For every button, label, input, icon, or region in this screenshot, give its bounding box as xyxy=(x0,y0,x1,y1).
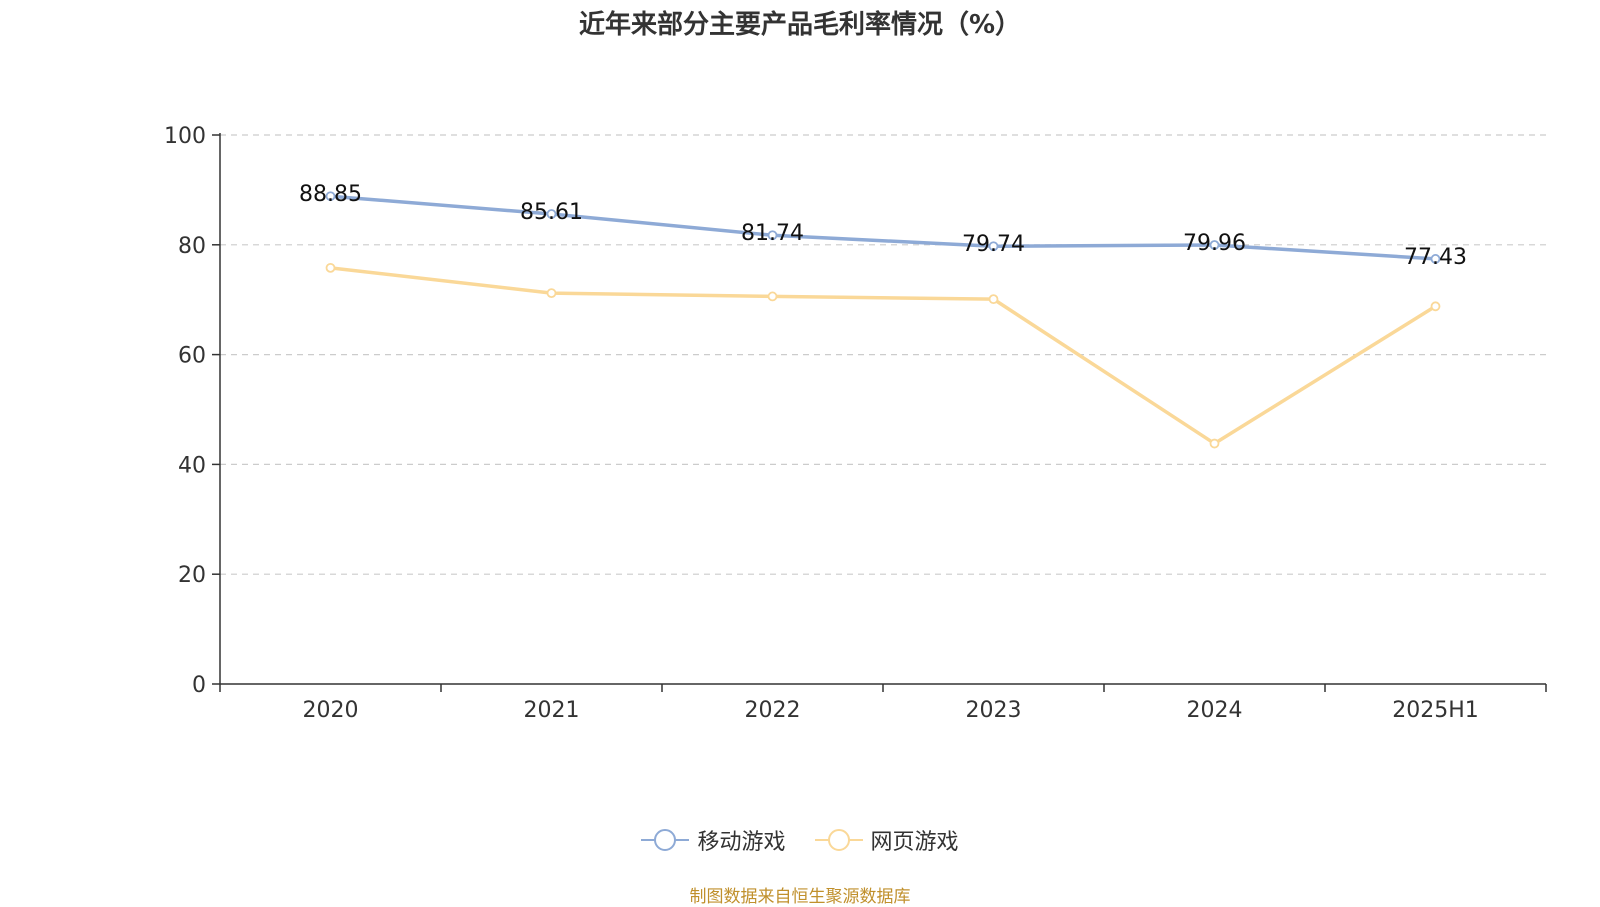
series-line-1 xyxy=(328,266,1438,446)
data-label: 77.43 xyxy=(1404,245,1467,270)
legend-marker-mobile-icon xyxy=(641,829,690,851)
x-tick-label: 2025H1 xyxy=(1392,698,1479,723)
x-tick-label: 2021 xyxy=(524,698,580,723)
data-label: 79.96 xyxy=(1183,231,1246,256)
axes xyxy=(219,133,1546,685)
legend-label-mobile: 移动游戏 xyxy=(697,830,786,855)
legend-marker-web-icon xyxy=(814,829,863,851)
y-tick-label: 40 xyxy=(178,453,206,478)
y-tick-label: 0 xyxy=(192,673,206,698)
y-tick-label: 100 xyxy=(164,124,206,149)
data-point-0 xyxy=(767,230,778,241)
x-tick-label: 2022 xyxy=(745,698,801,723)
legend-item-mobile[interactable]: 移动游戏 xyxy=(641,824,785,856)
data-point-1 xyxy=(767,291,778,302)
data-point-1 xyxy=(1209,438,1220,449)
data-point-0 xyxy=(1209,240,1220,250)
series-group xyxy=(325,191,1441,449)
y-axis-ticks: 0 20 40 60 80 100 xyxy=(164,124,220,698)
data-label: 88.85 xyxy=(299,182,362,207)
data-point-0 xyxy=(546,209,557,219)
data-label: 81.74 xyxy=(741,221,804,246)
data-label: 79.74 xyxy=(962,232,1025,257)
data-point-0 xyxy=(325,191,336,202)
x-tick-label: 2020 xyxy=(303,698,359,723)
data-point-1 xyxy=(546,288,557,299)
legend-label-web: 网页游戏 xyxy=(870,830,959,855)
data-point-0 xyxy=(1430,254,1441,264)
data-point-1 xyxy=(988,294,999,305)
legend-item-web[interactable]: 网页游戏 xyxy=(814,824,959,856)
x-tick-label: 2024 xyxy=(1187,698,1243,723)
gridlines xyxy=(220,134,1546,575)
data-point-1 xyxy=(1430,301,1441,312)
y-tick-label: 80 xyxy=(178,234,206,259)
chart-title: 近年来部分主要产品毛利率情况（%） xyxy=(578,10,1022,40)
data-point-1 xyxy=(325,262,336,273)
series-line-0 xyxy=(328,194,1438,261)
data-labels: 88.85 85.61 81.74 79.74 79.96 77.43 xyxy=(299,182,1467,270)
data-label: 85.61 xyxy=(520,200,583,225)
legend: 移动游戏 网页游戏 xyxy=(0,824,1600,856)
y-tick-label: 60 xyxy=(178,344,206,369)
data-point-0 xyxy=(988,241,999,252)
x-tick-label: 2023 xyxy=(966,698,1022,723)
y-tick-label: 20 xyxy=(178,563,206,588)
source-note: 制图数据来自恒生聚源数据库 xyxy=(689,887,911,907)
x-axis-ticks: 2020 2021 2022 2023 2024 2025H1 xyxy=(219,684,1547,723)
